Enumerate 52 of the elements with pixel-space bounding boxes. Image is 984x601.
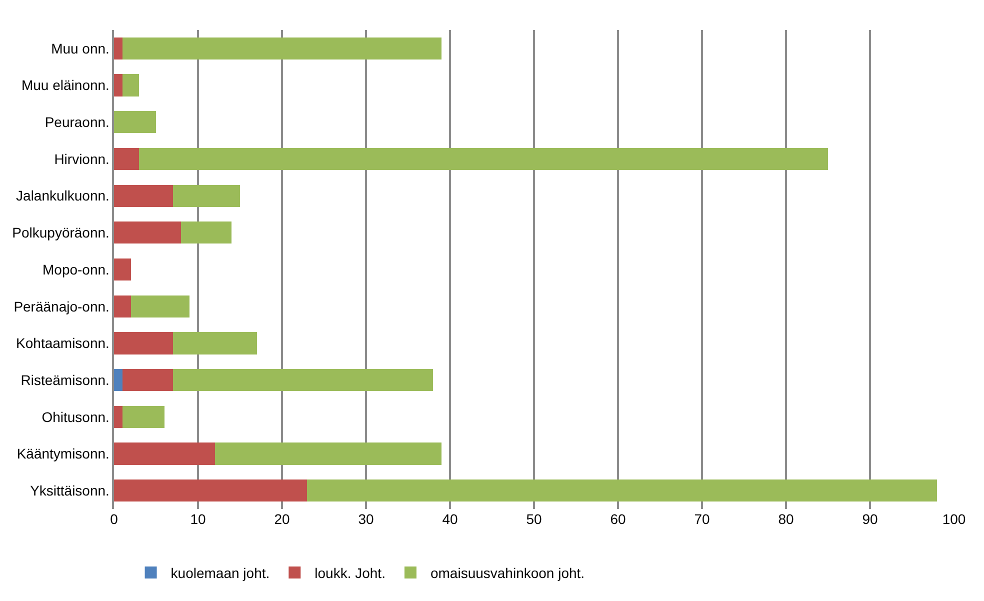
bar: [114, 442, 215, 465]
bar: [172, 332, 257, 354]
bar: [172, 368, 434, 392]
y-tick-label: Kohtaamisonn.: [16, 335, 110, 352]
x-tick-label: 10: [190, 511, 206, 527]
bar: [114, 222, 182, 244]
x-tick-label: 50: [526, 511, 542, 527]
bar: [114, 295, 131, 318]
x-tick-label: 60: [610, 511, 626, 527]
bar: [139, 148, 828, 170]
bar: [122, 406, 164, 428]
legend-label: loukk. Joht.: [314, 564, 386, 581]
x-tick-label: 80: [778, 511, 794, 527]
bar: [172, 184, 240, 207]
bar: [114, 368, 122, 392]
y-tick-label: Peuraonn.: [44, 114, 110, 130]
y-tick-label: Muu eläinonn.: [21, 77, 110, 94]
x-tick-label: 30: [358, 511, 374, 527]
y-tick-label: Muu onn.: [51, 40, 110, 56]
x-tick-label: 40: [442, 511, 458, 527]
bar: [214, 442, 442, 465]
y-tick-label: Peräänajo-onn.: [14, 298, 110, 314]
x-tick-label: 0: [110, 511, 118, 527]
y-tick-label: Kääntymisonn.: [16, 446, 110, 462]
y-tick-label: Jalankulkuonn.: [16, 188, 110, 204]
legend-label: kuolemaan joht.: [170, 564, 270, 581]
bar: [114, 184, 173, 207]
x-tick-label: 90: [862, 511, 878, 527]
bar: [114, 332, 173, 354]
bar: [114, 148, 140, 170]
bar: [114, 480, 308, 502]
bar: [114, 74, 122, 96]
bar: [114, 258, 131, 281]
bar: [114, 406, 122, 428]
bar: [122, 368, 173, 392]
x-tick-label: 70: [694, 511, 710, 527]
y-tick-label: Hirvionn.: [54, 150, 110, 167]
bar: [114, 111, 156, 134]
x-tick-label: 20: [274, 511, 290, 527]
legend-label: omaisuusvahinkoon joht.: [430, 564, 585, 581]
y-tick-label: Yksittäisonn.: [30, 482, 110, 498]
bar: [122, 74, 140, 96]
bar: [114, 37, 122, 60]
y-tick-label: Mopo-onn.: [42, 261, 110, 278]
bar: [122, 37, 442, 60]
bar: [307, 480, 938, 502]
y-tick-label: Polkupyöräonn.: [12, 224, 110, 241]
x-tick-label: 100: [942, 511, 966, 527]
bar: [130, 295, 190, 318]
bar: [181, 222, 232, 244]
y-tick-label: Risteämisonn.: [20, 372, 110, 388]
y-tick-label: Ohitusonn.: [42, 408, 110, 425]
